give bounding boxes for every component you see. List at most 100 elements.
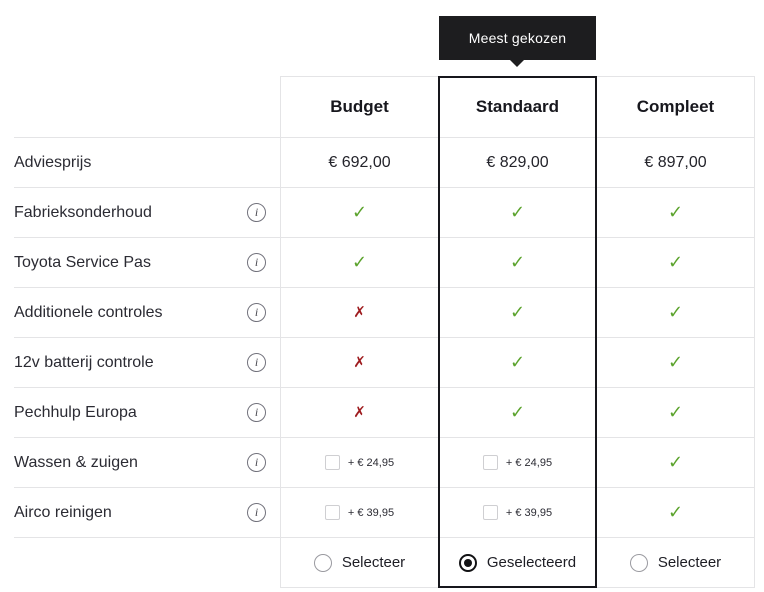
check-icon: ✓	[667, 301, 684, 323]
wassen-zuigen-budget-checkbox[interactable]	[324, 455, 340, 470]
info-icon[interactable]: i	[247, 353, 266, 372]
addon-budget-cell: + € 39,95	[280, 488, 438, 538]
feature-budget-cell: ✗	[280, 338, 438, 388]
addon-price: + € 24,95	[347, 456, 395, 469]
most-chosen-badge: Meest gekozen	[438, 16, 597, 67]
price-value: € 829,00	[486, 153, 549, 171]
check-icon: ✓	[351, 201, 368, 223]
row-label: Fabrieksonderhoud	[14, 203, 152, 221]
feature-compleet-cell: ✓	[596, 388, 755, 438]
price-budget-cell: € 692,00	[280, 138, 438, 188]
check-icon: ✓	[509, 251, 526, 273]
price-value: € 692,00	[328, 153, 391, 171]
feature-standaard-cell: ✓	[438, 338, 596, 388]
budget-select-label: Selecteer	[341, 554, 406, 571]
row-label: Adviesprijs	[14, 153, 92, 171]
feature-row-pechhulp-europa: Pechhulp Europa i ✗ ✓ ✓	[14, 388, 755, 438]
addon-price: + € 39,95	[505, 506, 553, 519]
check-icon: ✓	[509, 351, 526, 373]
check-icon: ✓	[667, 351, 684, 373]
addon-budget-cell: + € 24,95	[280, 438, 438, 488]
compleet-select-label: Selecteer	[657, 554, 722, 571]
check-icon: ✓	[351, 251, 368, 273]
addon-row-wassen-zuigen: Wassen & zuigen i + € 24,95 + € 24,95 ✓	[14, 438, 755, 488]
price-standaard-cell: € 829,00	[438, 138, 596, 188]
row-label-cell: Fabrieksonderhoud i	[14, 188, 280, 238]
check-icon: ✓	[667, 501, 684, 523]
compleet-select-radio[interactable]	[629, 553, 648, 572]
row-label-cell: Toyota Service Pas i	[14, 238, 280, 288]
check-icon: ✓	[509, 201, 526, 223]
standaard-select-label: Geselecteerd	[486, 554, 577, 571]
feature-budget-cell: ✗	[280, 388, 438, 438]
compleet-select-option[interactable]: Selecteer	[596, 538, 755, 588]
feature-standaard-cell: ✓	[438, 388, 596, 438]
row-label-cell: Pechhulp Europa i	[14, 388, 280, 438]
wassen-zuigen-standaard-checkbox[interactable]	[482, 455, 498, 470]
standaard-select-option[interactable]: Geselecteerd	[438, 538, 596, 588]
budget-select-option[interactable]: Selecteer	[280, 538, 438, 588]
badge-pointer-icon	[510, 60, 525, 67]
feature-row-additionele-controles: Additionele controles i ✗ ✓ ✓	[14, 288, 755, 338]
feature-compleet-cell: ✓	[596, 238, 755, 288]
feature-standaard-cell: ✓	[438, 238, 596, 288]
info-icon[interactable]: i	[247, 403, 266, 422]
feature-budget-cell: ✓	[280, 238, 438, 288]
cross-icon: ✗	[353, 403, 366, 421]
feature-budget-cell: ✓	[280, 188, 438, 238]
table-header-row: Budget Standaard Compleet	[14, 76, 755, 138]
feature-row-fabrieksonderhoud: Fabrieksonderhoud i ✓ ✓ ✓	[14, 188, 755, 238]
check-icon: ✓	[509, 401, 526, 423]
row-label: Airco reinigen	[14, 503, 112, 521]
cross-icon: ✗	[353, 353, 366, 371]
row-label-cell: Wassen & zuigen i	[14, 438, 280, 488]
feature-standaard-cell: ✓	[438, 188, 596, 238]
feature-row-12v-batterij-controle: 12v batterij controle i ✗ ✓ ✓	[14, 338, 755, 388]
feature-row-toyota-service-pas: Toyota Service Pas i ✓ ✓ ✓	[14, 238, 755, 288]
column-header-compleet: Compleet	[596, 76, 755, 138]
info-icon[interactable]: i	[247, 503, 266, 522]
addon-compleet-cell: ✓	[596, 438, 755, 488]
check-icon: ✓	[667, 201, 684, 223]
header-label-cell	[14, 76, 280, 138]
addon-row-airco-reinigen: Airco reinigen i + € 39,95 + € 39,95 ✓	[14, 488, 755, 538]
addon-price: + € 24,95	[505, 456, 553, 469]
check-icon: ✓	[667, 251, 684, 273]
standaard-select-radio[interactable]	[458, 553, 477, 572]
row-label-cell: Additionele controles i	[14, 288, 280, 338]
column-header-budget: Budget	[280, 76, 438, 138]
check-icon: ✓	[667, 451, 684, 473]
info-icon[interactable]: i	[247, 253, 266, 272]
price-compleet-cell: € 897,00	[596, 138, 755, 188]
column-header-standaard: Standaard	[438, 76, 596, 138]
addon-standaard-cell: + € 24,95	[438, 438, 596, 488]
feature-standaard-cell: ✓	[438, 288, 596, 338]
budget-select-radio[interactable]	[313, 553, 332, 572]
info-icon[interactable]: i	[247, 303, 266, 322]
row-label-cell: Adviesprijs	[14, 138, 280, 188]
most-chosen-badge-label: Meest gekozen	[438, 16, 597, 60]
feature-compleet-cell: ✓	[596, 288, 755, 338]
row-label: 12v batterij controle	[14, 353, 154, 371]
service-package-comparison-table: Budget Standaard Compleet Adviesprijs € …	[14, 76, 755, 588]
cross-icon: ✗	[353, 303, 366, 321]
addon-price: + € 39,95	[347, 506, 395, 519]
info-icon[interactable]: i	[247, 203, 266, 222]
addon-standaard-cell: + € 39,95	[438, 488, 596, 538]
check-icon: ✓	[509, 301, 526, 323]
feature-budget-cell: ✗	[280, 288, 438, 338]
info-icon[interactable]: i	[247, 453, 266, 472]
feature-compleet-cell: ✓	[596, 338, 755, 388]
price-value: € 897,00	[644, 153, 707, 171]
airco-reinigen-budget-checkbox[interactable]	[324, 505, 340, 520]
row-label-cell: Airco reinigen i	[14, 488, 280, 538]
package-selector-row: Selecteer Geselecteerd Selecteer	[14, 538, 755, 588]
row-label: Additionele controles	[14, 303, 163, 321]
selector-label-cell	[14, 538, 280, 588]
check-icon: ✓	[667, 401, 684, 423]
row-label: Pechhulp Europa	[14, 403, 137, 421]
row-label: Wassen & zuigen	[14, 453, 138, 471]
airco-reinigen-standaard-checkbox[interactable]	[482, 505, 498, 520]
row-label: Toyota Service Pas	[14, 253, 151, 271]
feature-compleet-cell: ✓	[596, 188, 755, 238]
